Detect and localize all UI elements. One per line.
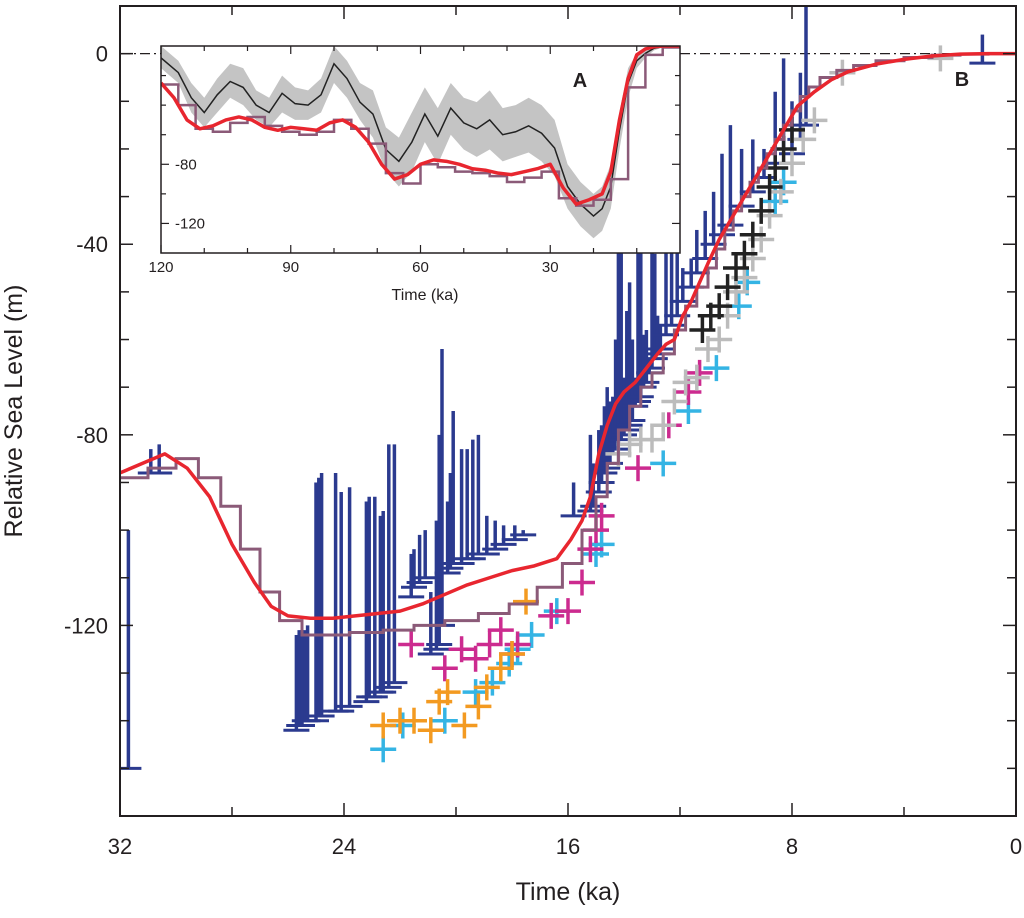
data-cross (686, 359, 713, 386)
main-plot-area (120, 6, 1016, 770)
stepped-model-line (120, 52, 1016, 637)
data-cross (465, 693, 492, 720)
x-tick-label: 32 (108, 834, 132, 859)
data-cross (703, 355, 730, 382)
data-cross (499, 641, 525, 667)
x-tick-label: 0 (1010, 834, 1022, 859)
data-cross (714, 274, 741, 301)
inset-x-tick-label: 60 (412, 259, 429, 276)
data-cross (723, 255, 749, 282)
y-axis-title: Relative Sea Level (m) (0, 285, 28, 538)
y-tick-label: 0 (96, 42, 108, 67)
data-cross (448, 636, 475, 663)
panel-label-b: B (955, 69, 969, 91)
inset-x-tick-label: 90 (282, 259, 299, 276)
inset-plot-area (161, 46, 680, 239)
data-cross (476, 631, 503, 658)
data-cross (756, 174, 783, 201)
data-cross (451, 712, 478, 739)
data-cross (779, 150, 805, 177)
inset-model-fit-line (161, 46, 680, 206)
data-cross (434, 679, 461, 706)
data-cross (487, 617, 514, 644)
x-tick-label: 8 (786, 834, 798, 859)
data-cross (661, 388, 688, 415)
data-cross (706, 326, 733, 353)
data-cross (462, 679, 489, 706)
inset-y-tick-label: -80 (175, 156, 197, 173)
y-tick-label: -80 (76, 423, 108, 448)
main-panel: 32 24 16 8 0 0 -40 -80 -120 Time (ka) Relative S… (0, 5, 1022, 906)
data-cross (513, 588, 539, 615)
inset-axis-ticks: 120 90 60 30 -80 -120 (148, 46, 680, 276)
data-cross (672, 369, 699, 396)
inset-x-tick-label: 120 (148, 259, 173, 276)
data-cross (370, 712, 397, 739)
inset-x-axis-title: Time (ka) (392, 287, 459, 304)
y-tick-label: -120 (64, 613, 108, 638)
data-cross (739, 221, 766, 248)
data-cross (370, 736, 397, 763)
panel-label-a: A (573, 70, 587, 92)
data-cross (398, 631, 425, 658)
data-cross (588, 502, 615, 529)
data-cross (639, 426, 665, 453)
data-cross (588, 531, 615, 558)
x-tick-label: 24 (332, 834, 356, 859)
model-fit-line (120, 51, 1016, 621)
data-cross (683, 364, 710, 391)
data-cross (431, 707, 458, 734)
x-tick-label: 16 (556, 834, 580, 859)
inset-x-tick-label: 30 (542, 259, 559, 276)
data-cross (462, 645, 489, 672)
inset-y-tick-label: -120 (175, 215, 205, 232)
data-cross (731, 240, 758, 267)
data-cross (518, 621, 545, 648)
data-cross (473, 674, 500, 701)
data-cross (431, 655, 458, 682)
uncertainty-band (161, 46, 672, 239)
data-cross (625, 455, 651, 482)
data-cross (706, 293, 733, 320)
data-cross (479, 669, 506, 696)
main-axis-ticks: 32 24 16 8 0 0 -40 -80 -120 (64, 6, 1022, 859)
x-axis-title: Time (ka) (516, 878, 621, 906)
data-cross (401, 707, 427, 734)
data-cross (689, 317, 716, 343)
data-cross (801, 107, 828, 134)
inset-panel: 120 90 60 30 -80 -120 Time (ka) A (148, 45, 681, 304)
y-tick-label: -40 (76, 232, 108, 257)
data-cross (650, 412, 677, 439)
data-cross (748, 197, 775, 224)
data-cross (417, 717, 444, 744)
data-cross (569, 569, 595, 596)
data-cross (650, 450, 677, 477)
data-cross (555, 598, 581, 625)
data-cross (616, 431, 643, 458)
data-cross (487, 655, 514, 682)
data-cross (538, 602, 565, 629)
data-cross (767, 178, 794, 205)
